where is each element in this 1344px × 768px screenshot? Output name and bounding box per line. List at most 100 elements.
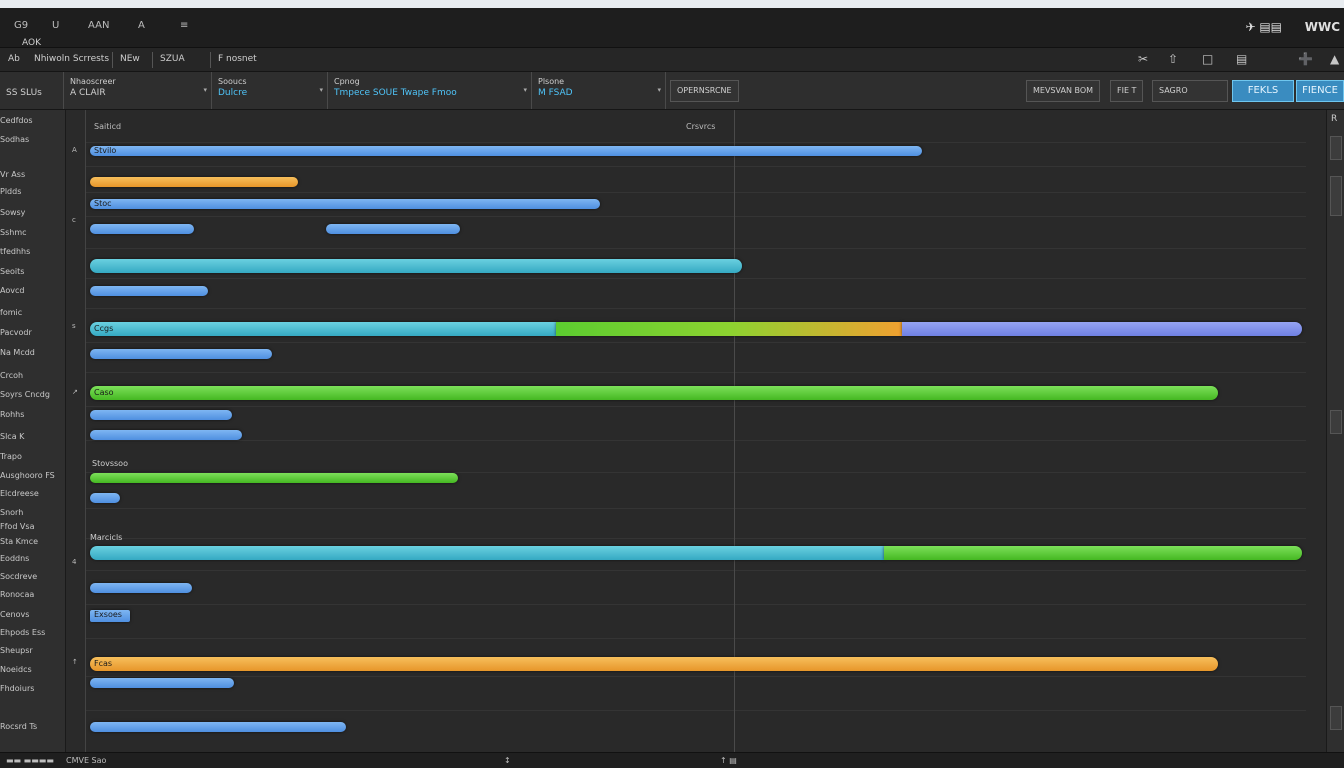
fields-button[interactable]: FEKLS [1232, 80, 1294, 102]
scroll-down-button[interactable] [1330, 706, 1342, 730]
current-marker-line[interactable] [734, 110, 735, 752]
row-label[interactable]: Crcoh [0, 371, 24, 380]
row-label[interactable]: Cedfdos [0, 116, 33, 125]
scissors-icon[interactable]: ✂ [1138, 52, 1149, 66]
row-label[interactable]: Eoddns [0, 554, 30, 563]
scroll-up-button[interactable] [1330, 136, 1342, 160]
row-label[interactable]: Elcdreese [0, 489, 39, 498]
filter-dropdown-4[interactable]: Plsone M FSAD ▾ [532, 72, 666, 109]
row-label[interactable]: fomic [0, 308, 23, 317]
row-label[interactable]: Fhdoiurs [0, 684, 35, 693]
task-bar[interactable]: Exsoes [90, 610, 130, 622]
row-label[interactable]: Rohhs [0, 410, 25, 419]
menu-item-4[interactable]: A [138, 20, 145, 31]
row-label[interactable]: Na Mcdd [0, 348, 35, 357]
task-bar[interactable] [90, 678, 234, 688]
toolbar-item-2[interactable]: Nhiwoln Scrrests [34, 54, 110, 64]
chevron-down-icon: ▾ [203, 86, 207, 94]
row-label[interactable]: Cenovs [0, 610, 30, 619]
task-bar[interactable]: Stoc [90, 199, 600, 209]
task-bar[interactable] [90, 546, 884, 560]
filter-button[interactable]: FIE T [1110, 80, 1144, 102]
task-bar[interactable]: Fcas [90, 657, 1218, 671]
row-divider [86, 216, 1306, 217]
task-bar[interactable] [326, 224, 460, 234]
upload-icon[interactable]: ⇧ [1168, 52, 1179, 66]
menu-item-1[interactable]: G9 [14, 20, 29, 31]
toolbar-item-1[interactable]: Ab [8, 54, 20, 64]
task-bar[interactable] [90, 349, 272, 359]
row-label[interactable]: Slca K [0, 432, 25, 441]
task-bar[interactable]: Ccgs [90, 322, 556, 336]
menu-item-3[interactable]: AAN [88, 20, 110, 31]
row-label[interactable]: Seoits [0, 267, 25, 276]
task-bar[interactable] [90, 410, 232, 420]
toolbar-item-3[interactable]: NEw [120, 54, 140, 64]
task-bar[interactable] [90, 493, 120, 503]
row-label[interactable]: Ffod Vsa [0, 522, 35, 531]
row-label[interactable]: Snorh [0, 508, 24, 517]
grid-icon[interactable]: ▤ [1236, 52, 1248, 66]
task-bar[interactable] [90, 722, 346, 732]
row-label[interactable]: Socdreve [0, 572, 38, 581]
row-label[interactable]: Pacvodr [0, 328, 32, 337]
task-bar[interactable] [90, 177, 298, 187]
row-label[interactable]: Rocsrd Ts [0, 722, 38, 731]
row-label[interactable]: Aovcd [0, 286, 25, 295]
row-label[interactable]: Noeidcs [0, 665, 32, 674]
vertical-scrollbar[interactable]: R [1326, 110, 1344, 752]
toolbar-item-4[interactable]: SZUA [160, 54, 185, 64]
task-bar[interactable]: Caso [90, 386, 1218, 400]
task-bar[interactable] [90, 430, 242, 440]
scroll-handle[interactable] [1330, 410, 1342, 434]
task-bar[interactable]: Stvilo [90, 146, 922, 156]
row-label[interactable]: Sheupsr [0, 646, 33, 655]
sort-dropdown[interactable]: SAGRO [1152, 80, 1228, 102]
expand-icon[interactable]: s [72, 322, 76, 330]
task-bar[interactable] [902, 322, 1302, 336]
row-label[interactable]: Ehpods Ess [0, 628, 46, 637]
filter-1-label: Nhaoscreer [70, 77, 116, 86]
operation-button[interactable]: OPERNSRCNE [670, 80, 739, 102]
row-label[interactable]: Sta Kmce [0, 537, 39, 546]
row-label[interactable]: Sshmc [0, 228, 27, 237]
scroll-thumb[interactable] [1330, 176, 1342, 216]
task-bar-label: Fcas [94, 659, 113, 668]
task-bar[interactable] [556, 322, 902, 336]
status-marker-icon[interactable]: ↑ ▤ [720, 756, 737, 765]
task-bar[interactable] [90, 286, 208, 296]
filter-dropdown-1[interactable]: Nhaoscreer A CLAIR ▾ [64, 72, 212, 109]
add-icon[interactable]: ➕ [1298, 52, 1313, 66]
task-bar[interactable] [90, 583, 192, 593]
row-label[interactable]: Sodhas [0, 135, 30, 144]
row-label[interactable]: Pldds [0, 187, 22, 196]
expand-icon[interactable]: ↗ [72, 388, 78, 396]
row-label[interactable]: tfedhhs [0, 247, 31, 256]
fence-button[interactable]: FIENCE [1296, 80, 1344, 102]
resize-icon[interactable]: ↕ [504, 756, 511, 765]
expand-icon[interactable]: ↑ [72, 658, 78, 666]
row-label[interactable]: Vr Ass [0, 170, 26, 179]
expand-icon[interactable]: A [72, 146, 77, 154]
group-label: Stovssoo [92, 459, 128, 468]
row-label[interactable]: Sowsy [0, 208, 26, 217]
row-label[interactable]: Trapo [0, 452, 22, 461]
task-bar[interactable] [90, 259, 742, 273]
row-label[interactable]: Ausghooro FS [0, 471, 55, 480]
view-mode-button[interactable]: MEVSVAN BOM [1026, 80, 1101, 102]
toolbar-item-5[interactable]: F nosnet [218, 54, 257, 64]
task-bar[interactable] [884, 546, 1302, 560]
row-label[interactable]: Soyrs Cncdg [0, 390, 50, 399]
task-bar[interactable] [90, 224, 194, 234]
expand-icon[interactable]: c [72, 216, 76, 224]
hamburger-menu-icon[interactable]: ≡ [180, 20, 189, 31]
filter-dropdown-2[interactable]: Sooucs Dulcre ▾ [212, 72, 328, 109]
triangle-icon[interactable]: ▲ [1330, 52, 1340, 66]
chevron-down-icon: ▾ [657, 86, 661, 94]
task-bar[interactable] [90, 473, 458, 483]
window-icon[interactable]: □ [1202, 52, 1214, 66]
expand-icon[interactable]: 4 [72, 558, 77, 566]
filter-dropdown-3[interactable]: Cpnog Tmpece SOUE Twape Fmoo ▾ [328, 72, 532, 109]
menu-item-2[interactable]: U [52, 20, 60, 31]
row-label[interactable]: Ronocaa [0, 590, 35, 599]
